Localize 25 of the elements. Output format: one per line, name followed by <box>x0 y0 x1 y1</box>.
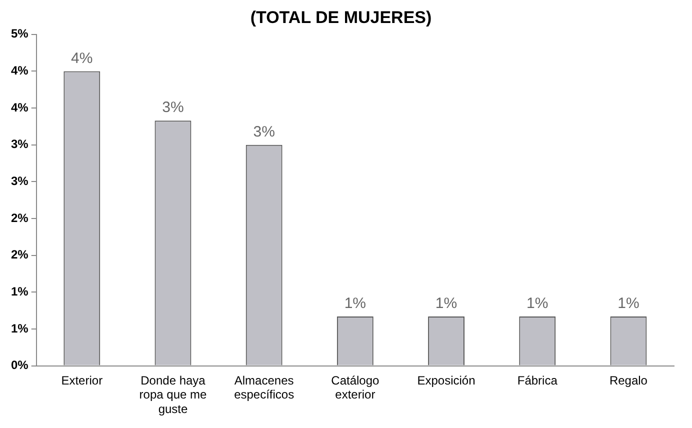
x-tick-label: Catálogo exterior <box>331 373 380 402</box>
y-tick-label: 5% <box>11 26 29 41</box>
y-tick-label: 4% <box>11 64 29 78</box>
data-label: 1% <box>618 295 640 312</box>
x-tick-label: Donde haya ropa que me guste <box>139 373 207 416</box>
data-label: 3% <box>162 99 184 116</box>
y-tick-label: 4% <box>11 100 29 114</box>
x-tick-label: Regalo <box>609 373 648 388</box>
y-tick-label: 3% <box>11 137 29 152</box>
data-label: 3% <box>253 124 275 141</box>
x-tick-label: Almacenes específicos <box>234 373 294 402</box>
x-tick-label: Exterior <box>61 373 103 388</box>
data-label: 1% <box>526 295 548 312</box>
y-tick-label: 1% <box>11 284 29 298</box>
y-tick-label: 3% <box>11 174 29 188</box>
x-tick-label: Fábrica <box>517 373 558 388</box>
data-label: 1% <box>344 295 366 312</box>
data-label: 1% <box>435 295 458 312</box>
data-label: 4% <box>71 50 93 67</box>
chart-title: (TOTAL DE MUJERES) <box>250 8 432 27</box>
y-tick-label: 1% <box>11 321 29 336</box>
y-tick-label: 0% <box>11 358 29 372</box>
y-tick-label: 2% <box>11 248 29 262</box>
x-tick-label: Exposición <box>417 373 476 388</box>
y-tick-label: 2% <box>11 210 29 225</box>
